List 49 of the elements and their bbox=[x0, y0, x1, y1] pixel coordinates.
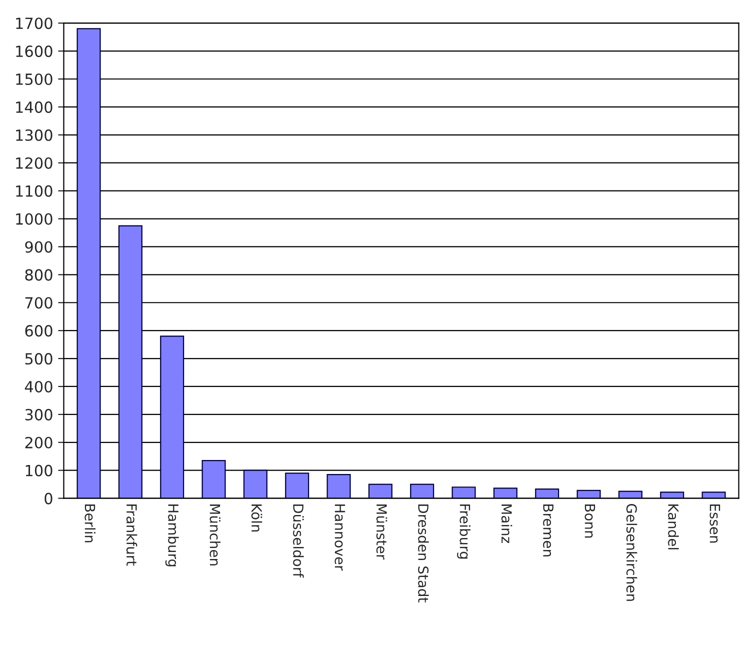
x-tick-label: Frankfurt bbox=[126, 504, 138, 566]
y-tick-label: 0 bbox=[44, 492, 52, 504]
x-tick-label: Hannover bbox=[334, 504, 346, 571]
bar bbox=[702, 492, 726, 498]
x-tick-label: Essen bbox=[710, 504, 720, 543]
x-tick-label: München bbox=[210, 504, 220, 566]
bar bbox=[76, 28, 101, 498]
y-tick-label: 600 bbox=[25, 325, 52, 337]
x-tick-label: Düsseldorf bbox=[293, 504, 304, 578]
bar bbox=[243, 470, 268, 498]
bar bbox=[576, 490, 601, 498]
y-tick-label: 1500 bbox=[16, 73, 52, 86]
bar bbox=[118, 225, 142, 498]
x-tick-label: Mainz bbox=[501, 504, 512, 544]
bar bbox=[202, 460, 226, 498]
y-tick-label: 1000 bbox=[16, 213, 52, 225]
x-tick-label: Köln bbox=[251, 504, 262, 532]
x-tick-label: Freiburg bbox=[457, 504, 470, 559]
y-tick-label: 1200 bbox=[16, 157, 52, 169]
bar bbox=[660, 492, 684, 498]
x-tick-label: Bonn bbox=[584, 504, 596, 538]
y-tick-label: 500 bbox=[25, 353, 52, 365]
x-tick-label: Kandel bbox=[668, 504, 679, 550]
y-tick-label: 700 bbox=[25, 297, 52, 309]
y-tick-label: 1700 bbox=[16, 18, 52, 30]
y-tick-label: 1100 bbox=[16, 185, 52, 197]
y-tick-label: 1400 bbox=[16, 101, 52, 113]
bar bbox=[493, 488, 518, 498]
bar bbox=[410, 484, 434, 498]
y-tick-label: 200 bbox=[25, 436, 52, 448]
bar bbox=[285, 472, 310, 498]
x-tick-label: Dresden Stadt bbox=[418, 504, 429, 602]
y-tick-label: 400 bbox=[24, 380, 52, 393]
y-tick-label: 100 bbox=[26, 464, 52, 476]
y-tick-label: 800 bbox=[25, 269, 52, 281]
x-tick-label: Gelsenkirchen bbox=[626, 504, 638, 601]
x-tick-label: Bremen bbox=[543, 504, 554, 556]
x-tick-label: Hamburg bbox=[165, 504, 179, 566]
bar bbox=[368, 484, 392, 498]
x-tick-label: Münster bbox=[376, 504, 388, 560]
y-tick-label: 1300 bbox=[16, 129, 52, 141]
y-tick-label: 1600 bbox=[16, 46, 52, 58]
y-tick-label: 300 bbox=[25, 408, 52, 420]
bar bbox=[452, 486, 476, 498]
bar bbox=[326, 474, 351, 498]
bar bbox=[535, 488, 560, 498]
bar bbox=[160, 336, 184, 498]
x-tick-label: Berlin bbox=[84, 504, 96, 542]
y-tick-label: 900 bbox=[25, 241, 52, 253]
